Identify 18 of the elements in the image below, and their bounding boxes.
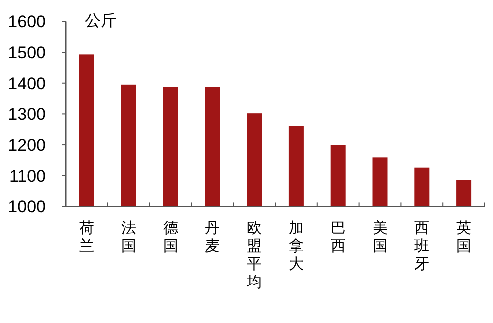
x-tick-label: 西班牙 — [414, 220, 430, 273]
y-tick-label: 1500 — [8, 44, 46, 63]
x-tick-label: 法国 — [121, 220, 136, 255]
x-tick-label: 德国 — [163, 220, 178, 255]
y-tick-label: 1300 — [8, 105, 46, 124]
y-tick-label: 1200 — [8, 136, 46, 156]
y-axis-title: 公斤 — [85, 12, 117, 30]
x-tick-label: 丹麦 — [205, 220, 220, 255]
x-tick-label: 加拿大 — [288, 220, 304, 273]
x-tick-label: 欧盟平均 — [246, 220, 262, 291]
x-tick-label: 荷兰 — [79, 220, 94, 255]
y-tick-label: 1000 — [8, 198, 46, 217]
y-tick-label: 1400 — [8, 74, 46, 94]
y-tick-label: 1100 — [9, 166, 46, 186]
x-tick-label: 巴西 — [330, 220, 346, 255]
x-tick-label: 英国 — [456, 220, 472, 255]
x-tick-label: 美国 — [372, 220, 388, 255]
y-tick-label: 1600 — [8, 12, 46, 32]
